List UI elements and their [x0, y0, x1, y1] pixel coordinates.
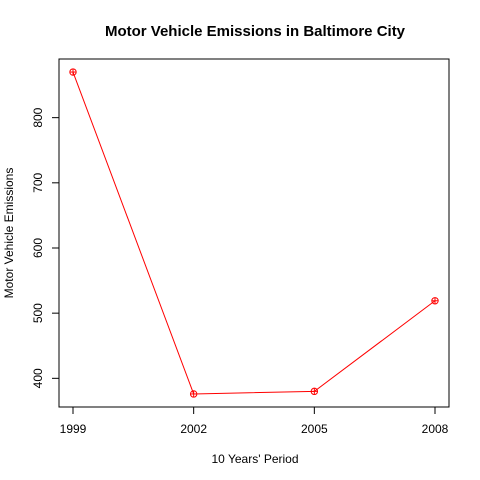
y-tick-label: 800 [31, 107, 45, 127]
plot-frame [58, 58, 450, 408]
y-tick-label: 400 [31, 368, 45, 388]
series-layer [69, 68, 439, 398]
x-tick-label: 2002 [180, 422, 207, 436]
y-axis-label: Motor Vehicle Emissions [2, 168, 16, 299]
series-line [72, 71, 436, 395]
data-point [69, 68, 77, 76]
x-tick-label: 2005 [301, 422, 328, 436]
y-tick-label: 700 [31, 172, 45, 192]
x-axis: 1999 2002 2005 2008 [60, 407, 449, 436]
data-point [310, 387, 319, 396]
data-point [431, 297, 439, 305]
chart-title: Motor Vehicle Emissions in Baltimore Cit… [105, 23, 406, 40]
x-axis-label: 10 Years' Period [211, 452, 298, 466]
data-point [189, 390, 198, 398]
y-axis: 400 500 600 700 800 [31, 107, 59, 388]
y-tick-label: 500 [31, 303, 45, 323]
x-tick-label: 2008 [422, 422, 449, 436]
x-tick-label: 1999 [60, 422, 87, 436]
y-tick-label: 600 [31, 238, 45, 258]
